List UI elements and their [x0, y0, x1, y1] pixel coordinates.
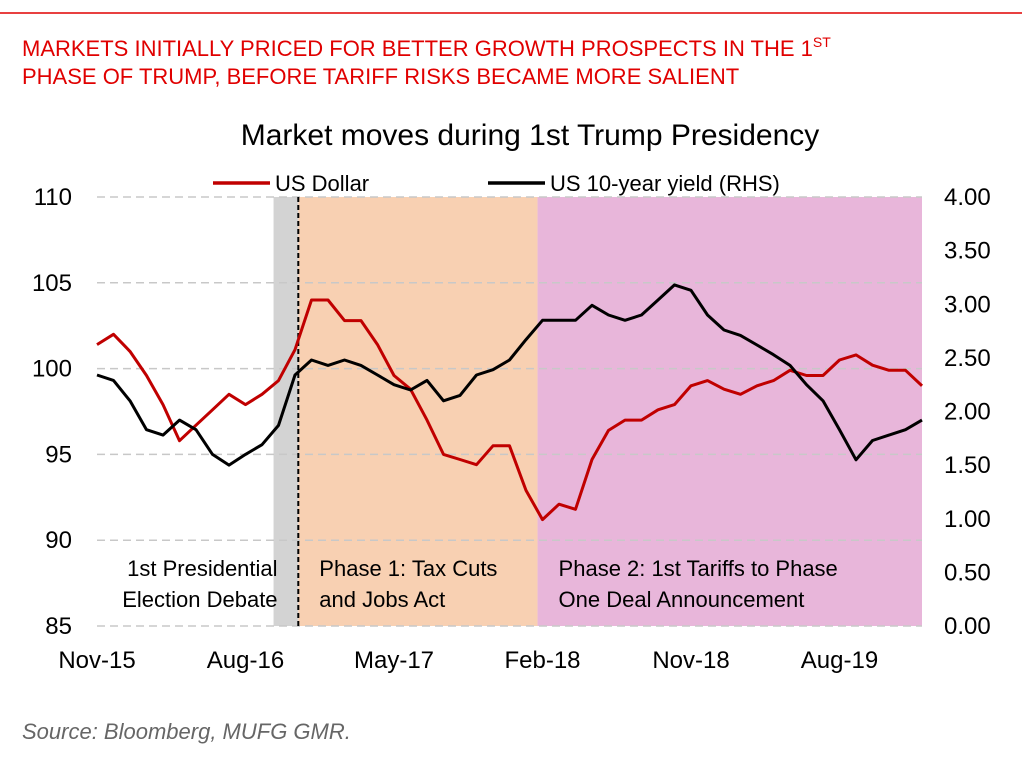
legend-label: US 10-year yield (RHS)	[550, 171, 780, 196]
header-line: MARKETS INITIALLY PRICED FOR BETTER GROW…	[22, 34, 831, 61]
series-line	[96, 298, 924, 522]
region-label: Election Debate	[122, 587, 277, 612]
y2-tick-label: 2.50	[944, 345, 991, 372]
region-label: Phase 1: Tax Cuts	[319, 556, 497, 581]
region-label: Phase 2: 1st Tariffs to Phase	[559, 556, 838, 581]
x-tick-label: Aug-16	[207, 647, 284, 674]
y-tick-label: 90	[45, 527, 72, 554]
header-line: PHASE OF TRUMP, BEFORE TARIFF RISKS BECA…	[22, 64, 739, 89]
y2-tick-label: 3.50	[944, 238, 991, 265]
y2-tick-label: 1.50	[944, 452, 991, 479]
y-tick-label: 105	[32, 270, 72, 297]
y2-tick-label: 0.00	[944, 613, 991, 640]
y2-tick-label: 2.00	[944, 399, 991, 426]
y-tick-label: 95	[45, 441, 72, 468]
region-label: and Jobs Act	[319, 587, 445, 612]
y-tick-label: 110	[34, 184, 72, 211]
x-tick-label: Nov-18	[652, 647, 729, 674]
x-tick-label: Feb-18	[504, 647, 580, 674]
y2-tick-label: 4.00	[944, 184, 991, 211]
phase-region	[298, 197, 538, 626]
region-label: One Deal Announcement	[559, 587, 805, 612]
y-tick-label: 100	[32, 356, 72, 383]
y2-tick-label: 0.50	[944, 559, 991, 586]
header-text: MARKETS INITIALLY PRICED FOR BETTER GROW…	[22, 36, 813, 61]
legend-label: US Dollar	[275, 171, 369, 196]
y2-tick-label: 3.00	[944, 291, 991, 318]
region-label: 1st Presidential	[127, 556, 277, 581]
chart-title: Market moves during 1st Trump Presidency	[241, 119, 820, 152]
series-line	[96, 283, 923, 467]
source-note: Source: Bloomberg, MUFG GMR.	[22, 719, 351, 744]
phase-region	[537, 197, 922, 626]
phase-region	[273, 197, 299, 626]
x-tick-label: Nov-15	[58, 647, 135, 674]
y2-tick-label: 1.00	[944, 506, 991, 533]
y-tick-label: 85	[45, 613, 72, 640]
header-superscript: ST	[813, 34, 831, 50]
x-tick-label: May-17	[354, 647, 434, 674]
x-tick-label: Aug-19	[801, 647, 878, 674]
